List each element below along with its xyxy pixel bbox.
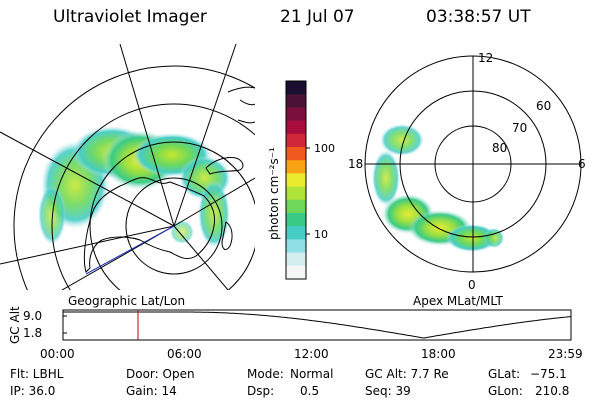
timeline-frame	[62, 309, 572, 341]
geographic-map	[0, 43, 255, 290]
ip-info: IP: 36.0	[10, 384, 56, 398]
mlat-label-60: 60	[536, 99, 551, 113]
image-date: 21 Jul 07	[280, 7, 355, 27]
satellite-track-line	[85, 225, 175, 275]
mlt-label-0: 0	[468, 278, 476, 292]
timeline-x-tick-label: 23:59	[548, 347, 583, 361]
colorbar-segment	[286, 133, 306, 148]
colorbar-segment	[286, 81, 306, 95]
gc-altitude-curve	[63, 311, 572, 339]
seq-info: Seq: 39	[365, 384, 411, 398]
filter-info: Flt: LBHL	[10, 367, 64, 381]
glon-label: GLon:	[488, 384, 523, 398]
gain-info: Gain: 14	[126, 384, 177, 398]
latitude-circles	[13, 65, 255, 290]
timeline-x-tick-label: 06:00	[167, 347, 202, 361]
mlt-label-12: 12	[478, 51, 493, 65]
timeline-x-tick-label: 00:00	[40, 347, 75, 361]
gc-alt-info: GC Alt: 7.7 Re	[365, 367, 449, 381]
coastline-fragment	[227, 86, 255, 124]
colorbar-segment	[286, 160, 306, 174]
colorbar-segment	[286, 107, 306, 122]
glat-label: GLat:	[488, 367, 521, 381]
colorbar-segment	[286, 213, 306, 227]
colorbar-frame	[285, 80, 307, 280]
mlt-label-6: 6	[578, 157, 586, 171]
colorbar-tick-label-100: 100	[314, 142, 335, 155]
colorbar-segment	[286, 239, 306, 254]
timeline-y-label: GC Alt	[8, 306, 22, 344]
mlat-label-80: 80	[492, 141, 507, 155]
colorbar-segment	[286, 186, 306, 201]
right-map-caption: Apex MLat/MLT	[413, 294, 503, 308]
aurora-emission-right	[372, 124, 504, 252]
colorbar-segment	[286, 199, 306, 214]
coastline-fragment	[221, 221, 233, 250]
colorbar-segment	[286, 120, 306, 135]
timeline-y-tick-label: 9.0	[23, 309, 42, 323]
colorbar-segment	[286, 173, 306, 188]
colorbar-segment	[286, 252, 306, 267]
image-time: 03:38:57 UT	[426, 7, 531, 27]
door-info: Door: Open	[126, 367, 195, 381]
left-map-caption: Geographic Lat/Lon	[68, 294, 186, 308]
antarctica-outline	[83, 177, 215, 273]
altitude-timeline: 9.0 1.8 GC Alt 00:00 06:00 12:00 18:00 2…	[8, 306, 583, 361]
timeline-x-tick-label: 12:00	[294, 347, 329, 361]
colorbar-unit-label: photon cm⁻²s⁻¹	[267, 147, 281, 240]
colorbar-segment	[286, 94, 306, 108]
colorbar-tick-label-10: 10	[314, 228, 328, 241]
dsp-value: 0.5	[300, 384, 320, 398]
colorbar-segment	[286, 265, 306, 280]
mlt-label-18: 18	[348, 157, 363, 171]
colorbar-segment	[286, 147, 306, 161]
dsp-label: Dsp:	[247, 384, 275, 398]
coastline-fragment	[205, 157, 244, 175]
timeline-x-tick-label: 18:00	[421, 347, 456, 361]
mode-value: Normal	[290, 367, 334, 381]
colorbar-segment	[286, 226, 306, 240]
timeline-y-tick-label: 1.8	[23, 326, 42, 340]
colorbar	[286, 81, 306, 280]
app-title: Ultraviolet Imager	[53, 7, 207, 27]
mlat-label-70: 70	[512, 121, 527, 135]
glat-value: −75.1	[530, 367, 567, 381]
apex-polar-map: 12 18 6 0 60 70 80	[348, 51, 586, 292]
glon-value: 210.8	[535, 384, 570, 398]
mode-label: Mode:	[247, 367, 284, 381]
